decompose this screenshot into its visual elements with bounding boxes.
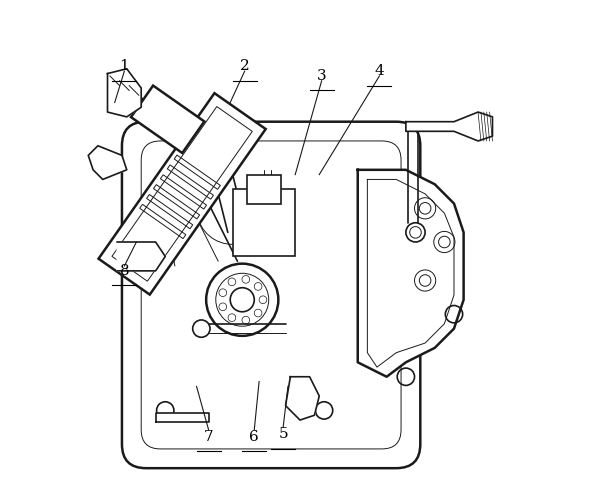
Circle shape: [250, 215, 288, 254]
Text: 6: 6: [250, 430, 259, 444]
FancyBboxPatch shape: [122, 121, 421, 468]
Text: 7: 7: [204, 430, 214, 444]
Text: 5: 5: [278, 427, 288, 441]
Text: 3: 3: [317, 69, 326, 83]
Text: 2: 2: [240, 60, 250, 74]
Circle shape: [200, 104, 236, 140]
Polygon shape: [117, 242, 165, 271]
Text: 1: 1: [119, 60, 129, 74]
Polygon shape: [286, 377, 319, 420]
Text: 8: 8: [119, 264, 129, 278]
Polygon shape: [358, 170, 464, 377]
Bar: [247, 175, 281, 203]
Polygon shape: [107, 69, 141, 117]
Text: 4: 4: [374, 64, 384, 78]
Polygon shape: [98, 93, 266, 295]
Polygon shape: [155, 413, 209, 423]
Polygon shape: [131, 86, 205, 153]
Polygon shape: [406, 112, 493, 141]
Polygon shape: [88, 146, 127, 180]
Bar: [233, 189, 295, 257]
